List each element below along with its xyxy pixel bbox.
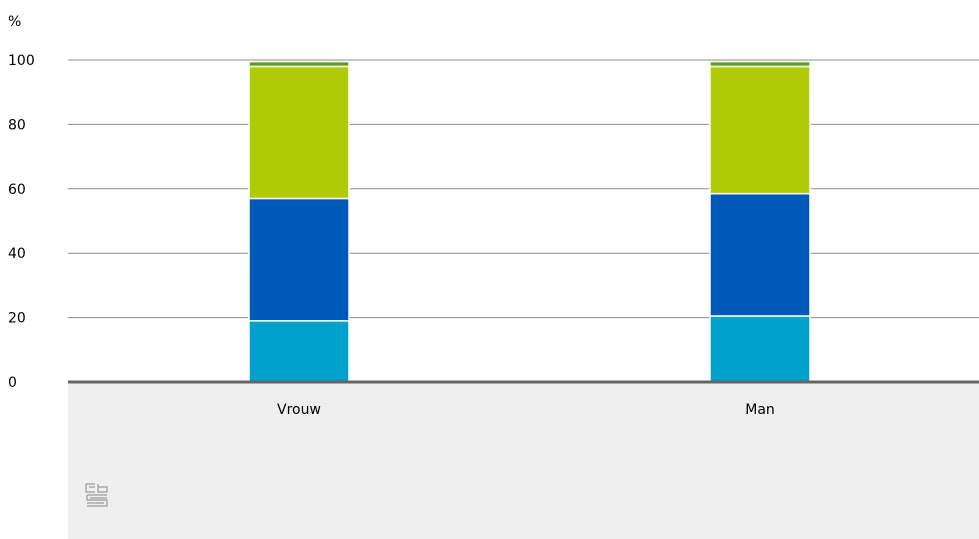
y-tick-label: 20: [8, 311, 26, 327]
bars: [248, 60, 811, 383]
bar-segment: [709, 65, 811, 195]
cbs-logo-icon: [85, 483, 108, 507]
bar-segment: [248, 60, 350, 68]
bar-segment: [709, 60, 811, 68]
bar-segment: [248, 197, 350, 322]
y-axis-unit: %: [8, 14, 21, 30]
y-tick-label: 80: [8, 117, 26, 133]
footer-panel: [68, 382, 979, 539]
x-category-label: Vrouw: [277, 402, 321, 418]
y-tick-label: 0: [8, 375, 17, 391]
bar-segment: [709, 192, 811, 317]
x-category-label: Man: [745, 402, 775, 418]
y-tick-label: 60: [8, 182, 26, 198]
y-tick-label: 100: [8, 53, 35, 69]
gridlines: [68, 59, 979, 319]
y-tick-label: 40: [8, 246, 26, 262]
bar-segment: [248, 320, 350, 383]
bar-segment: [709, 315, 811, 383]
bar-segment: [248, 65, 350, 200]
y-axis-ticks: 0 20 40 60 80 100: [8, 53, 35, 391]
x-axis-labels: Vrouw Man: [277, 402, 775, 418]
